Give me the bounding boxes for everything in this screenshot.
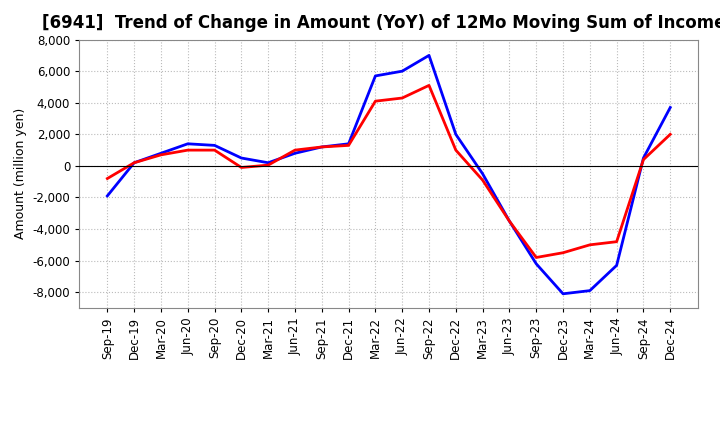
Title: [6941]  Trend of Change in Amount (YoY) of 12Mo Moving Sum of Incomes: [6941] Trend of Change in Amount (YoY) o… [42,15,720,33]
Y-axis label: Amount (million yen): Amount (million yen) [14,108,27,239]
Ordinary Income [264,160,272,165]
Net Income [398,95,407,101]
Net Income [371,99,379,104]
Net Income [425,83,433,88]
Ordinary Income [371,73,379,79]
Net Income [478,177,487,183]
Net Income [237,165,246,170]
Net Income [291,147,300,153]
Net Income [130,160,138,165]
Ordinary Income [398,69,407,74]
Ordinary Income [318,144,326,150]
Ordinary Income [291,150,300,156]
Ordinary Income [344,141,353,147]
Net Income [264,162,272,168]
Ordinary Income [612,263,621,268]
Ordinary Income [184,141,192,147]
Net Income [666,132,675,137]
Ordinary Income [666,105,675,110]
Ordinary Income [157,150,166,156]
Ordinary Income [559,291,567,297]
Ordinary Income [130,160,138,165]
Net Income [505,219,514,224]
Line: Ordinary Income: Ordinary Income [107,55,670,294]
Net Income [612,239,621,244]
Net Income [210,147,219,153]
Net Income [318,144,326,150]
Net Income [344,143,353,148]
Net Income [585,242,594,247]
Ordinary Income [103,193,112,198]
Ordinary Income [505,219,514,224]
Net Income [639,157,648,162]
Line: Net Income: Net Income [107,85,670,257]
Net Income [532,255,541,260]
Ordinary Income [478,171,487,176]
Net Income [559,250,567,255]
Net Income [451,147,460,153]
Net Income [184,147,192,153]
Ordinary Income [451,132,460,137]
Ordinary Income [585,288,594,293]
Ordinary Income [532,261,541,267]
Ordinary Income [639,155,648,161]
Net Income [157,152,166,158]
Ordinary Income [237,155,246,161]
Ordinary Income [425,53,433,58]
Ordinary Income [210,143,219,148]
Net Income [103,176,112,181]
